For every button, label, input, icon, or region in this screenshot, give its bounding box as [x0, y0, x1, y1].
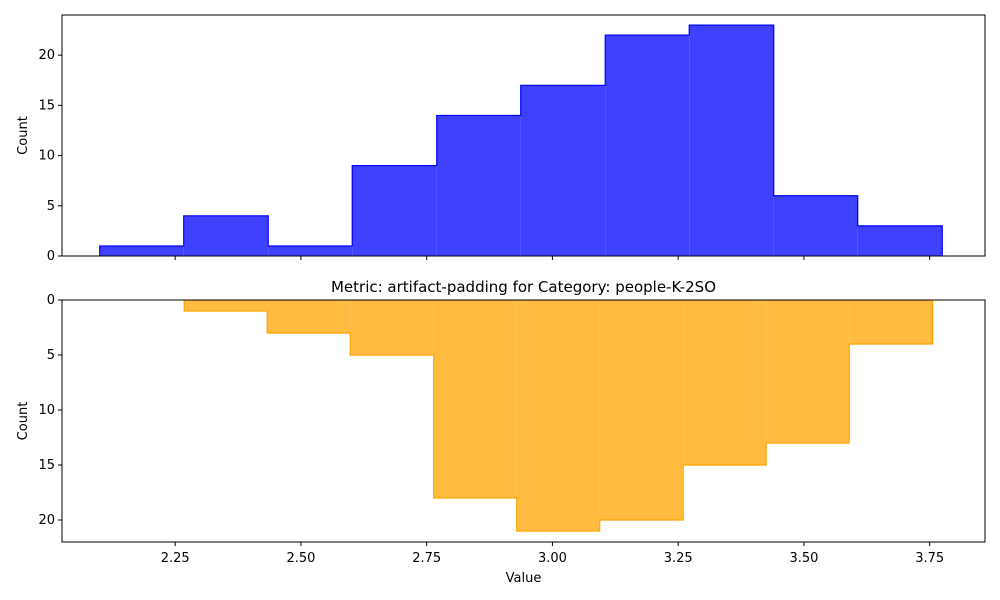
x-tick-label-2-7: 3.75: [915, 551, 944, 566]
y-axis-label-2: Count: [16, 402, 31, 441]
x-tick-label-2-1: 2.25: [161, 551, 190, 566]
plot-frame-1: [61, 14, 986, 257]
y-tick-label-2-4: 15: [38, 458, 55, 473]
histogram-outline-1: [99, 24, 943, 256]
histogram-bar-2-3: [350, 300, 434, 355]
x-tick-label-2-6: 3.50: [789, 551, 818, 566]
histogram-bar-1-2: [183, 215, 269, 256]
y-tick-label-1-3: 10: [38, 149, 55, 164]
y-axis-label-1: Count: [16, 116, 31, 155]
y-tick-label-1-2: 5: [47, 199, 55, 214]
histogram-outline-2: [183, 300, 934, 532]
x-tick-label-2-4: 3.00: [538, 551, 567, 566]
histogram-bar-1-6: [520, 85, 606, 257]
y-tick-label-2-1: 0: [47, 293, 55, 308]
x-axis-label-2: Value: [506, 571, 542, 586]
y-tick-label-1-5: 20: [38, 48, 55, 63]
histogram-bar-2-5: [516, 300, 600, 531]
x-tick-label-2-2: 2.50: [286, 551, 315, 566]
plot-frame-2: [61, 299, 986, 543]
y-tick-label-2-3: 10: [38, 403, 55, 418]
histogram-bar-1-7: [605, 35, 690, 257]
x-tick-label-2-5: 3.25: [664, 551, 693, 566]
histogram-bar-1-5: [436, 115, 521, 257]
histogram-bar-1-8: [689, 25, 774, 256]
y-tick-label-1-4: 15: [38, 98, 55, 113]
x-tick-label-2-3: 2.75: [412, 551, 441, 566]
histogram-bar-1-9: [773, 195, 858, 256]
histogram-bar-2-9: [849, 300, 933, 344]
histogram-bar-1-3: [268, 245, 353, 256]
histogram-bar-2-6: [599, 300, 684, 520]
histogram-bar-2-2: [267, 300, 351, 333]
histogram-bar-2-7: [683, 300, 767, 465]
y-tick-label-1-1: 0: [47, 249, 55, 264]
histogram-bar-1-4: [352, 165, 437, 256]
y-tick-label-2-5: 20: [38, 513, 55, 528]
histogram-bar-2-8: [766, 300, 850, 443]
histogram-bar-1-1: [99, 245, 184, 256]
histogram-bar-1-10: [857, 225, 943, 256]
y-tick-label-2-2: 5: [47, 348, 55, 363]
histogram-bar-2-1: [184, 300, 268, 311]
chart-title-2: Metric: artifact-padding for Category: p…: [331, 278, 716, 296]
histogram-bar-2-4: [433, 300, 517, 498]
